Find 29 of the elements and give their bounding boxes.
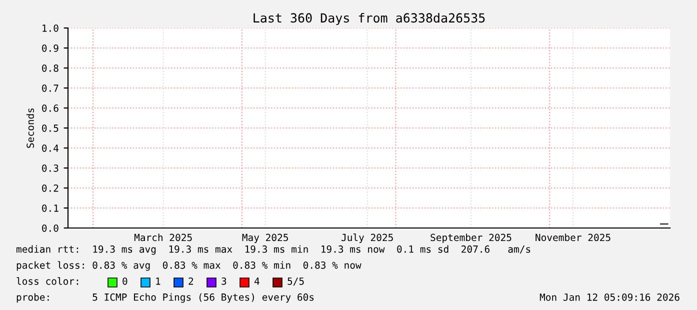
y-tick-label: 0.7 (42, 84, 58, 92)
text: median rtt: 19.3 ms avg 19.3 ms max 19.3 ms min 19.3 ms now 0.1 ms sd 207.6 am/s (16, 245, 530, 255)
chart-title: Last 360 Days from a6338da26535 (254, 12, 485, 26)
x-tick-label: September 2025 (430, 234, 512, 244)
y-tick-label: 0.1 (42, 204, 58, 212)
y-tick-label: 1.0 (42, 24, 58, 32)
y-tick-label: 0.8 (42, 64, 58, 72)
text: Mon Jan 12 05:09:16 2026 (540, 293, 680, 301)
y-tick-label: 0.3 (42, 164, 58, 172)
legend-label: 4 (254, 278, 260, 285)
x-tick-label: July 2025 (342, 234, 393, 244)
text: packet loss: 0.83 % avg 0.83 % max 0.83 % min 0.83 % now (16, 261, 362, 271)
legend-label: 3 (222, 277, 226, 285)
y-tick-label: 0.6 (42, 104, 58, 112)
x-tick-label: March 2025 (134, 234, 192, 242)
text: probe: 5 ICMP Echo Pings (56 Bytes) every 60s (16, 293, 314, 303)
legend-title: loss color: (16, 277, 78, 285)
y-tick-label: 0.0 (42, 224, 58, 232)
legend-label: 5/5 (288, 278, 304, 286)
y-tick-label: 0.5 (42, 124, 58, 132)
y-tick-label: 0.9 (42, 44, 58, 52)
legend-label: 1 (156, 278, 160, 285)
legend-label: 2 (188, 277, 194, 285)
legend-label: 0 (122, 277, 128, 285)
y-tick-label: 0.2 (42, 184, 58, 192)
x-tick-label: May 2025 (242, 234, 288, 244)
y-axis-title: Seconds (26, 108, 34, 148)
x-tick-label: November 2025 (536, 234, 610, 242)
y-tick-label: 0.4 (42, 144, 59, 152)
